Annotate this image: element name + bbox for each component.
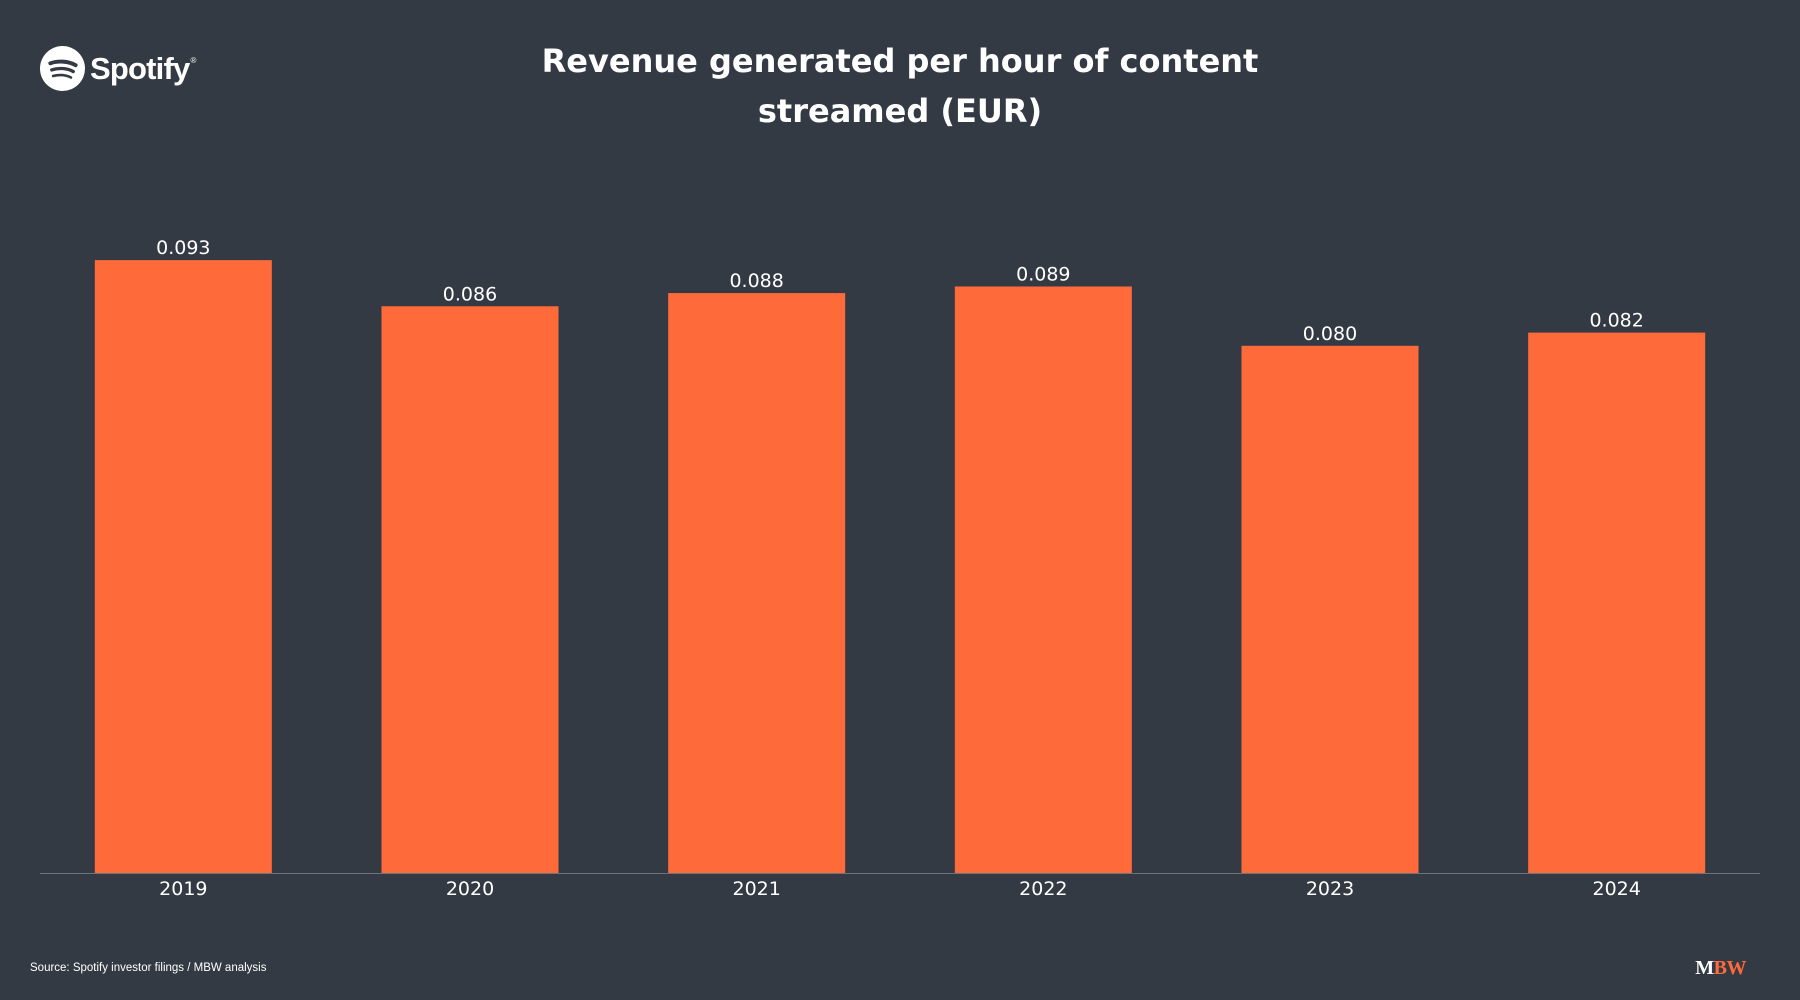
value-label-2023: 0.080 [1303, 323, 1357, 345]
mbw-logo-m: M [1695, 957, 1714, 979]
bar-2020 [381, 306, 559, 873]
chart-title: Revenue generated per hour of content st… [450, 36, 1350, 136]
bar-2021 [668, 293, 846, 874]
x-tick-label-2022: 2022 [1019, 878, 1067, 900]
x-tick-label-2020: 2020 [446, 878, 494, 900]
value-label-2022: 0.089 [1016, 263, 1070, 285]
x-tick-label-2021: 2021 [732, 878, 780, 900]
value-label-2019: 0.093 [156, 237, 210, 259]
value-label-2024: 0.082 [1589, 310, 1643, 332]
x-tick-label-2019: 2019 [159, 878, 207, 900]
chart-title-line-1: Revenue generated per hour of content [541, 42, 1259, 80]
x-tick-label-2023: 2023 [1306, 878, 1354, 900]
value-label-2020: 0.086 [443, 283, 497, 305]
bar-2019 [94, 260, 272, 873]
mbw-logo: MBW [1695, 958, 1746, 978]
bar-2023 [1241, 345, 1419, 873]
spotify-wordmark: Spotify [90, 50, 190, 86]
chart-title-line-2: streamed (EUR) [757, 92, 1043, 130]
spotify-logo-icon [40, 45, 85, 91]
value-label-2021: 0.088 [729, 270, 783, 292]
source-note: Source: Spotify investor filings / MBW a… [30, 962, 267, 974]
registered-mark: ® [190, 56, 197, 65]
spotify-brand: Spotify ® [40, 44, 196, 92]
bar-2022 [954, 286, 1132, 873]
x-tick-label-2024: 2024 [1592, 878, 1640, 900]
bar-2024 [1528, 332, 1706, 873]
mbw-logo-bw: BW [1713, 957, 1747, 979]
